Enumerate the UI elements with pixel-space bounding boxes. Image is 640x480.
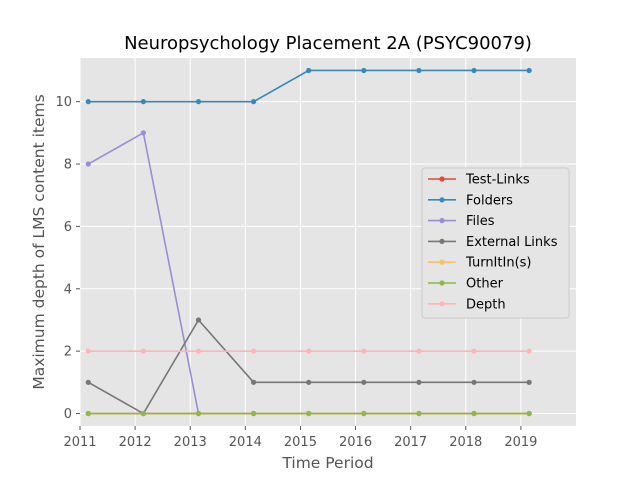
legend-swatch-marker	[439, 280, 445, 286]
data-point	[361, 67, 367, 74]
legend-label: External Links	[466, 235, 558, 250]
data-point	[526, 410, 532, 417]
y-tick-label: 6	[64, 220, 72, 235]
y-tick-label: 2	[64, 345, 72, 360]
legend-label: Folders	[466, 193, 513, 208]
legend-label: Files	[466, 214, 495, 229]
legend-swatch-marker	[439, 301, 445, 307]
legend-swatch-marker	[439, 197, 445, 203]
x-tick-label: 2013	[174, 435, 207, 450]
data-point	[526, 379, 532, 385]
x-tick-label: 2012	[119, 435, 152, 450]
data-point	[195, 410, 202, 417]
legend-item: External Links	[428, 235, 558, 250]
data-point	[526, 348, 532, 354]
x-tick-label: 2016	[339, 435, 372, 450]
data-point	[85, 379, 91, 385]
legend-label: Depth	[466, 297, 506, 312]
data-point	[140, 99, 146, 105]
x-tick-label: 2019	[504, 435, 537, 450]
series-depth	[85, 348, 532, 354]
data-point	[416, 410, 422, 417]
legend: Test-Links Folders Files External Links Turn…	[421, 167, 570, 319]
data-point	[306, 348, 312, 354]
x-tick-label: 2018	[449, 435, 482, 450]
y-tick-label: 4	[64, 282, 72, 297]
y-tick-label: 0	[64, 407, 72, 422]
y-tick-label: 8	[64, 158, 72, 173]
data-point	[195, 348, 202, 354]
legend-label: Test-Links	[465, 173, 530, 188]
legend-swatch-marker	[439, 218, 445, 224]
x-tick-label: 2014	[229, 435, 262, 450]
series-folders	[85, 67, 532, 105]
legend-item: Files	[428, 214, 495, 229]
legend-item: Test-Links	[428, 173, 530, 188]
legend-label: Other	[466, 277, 504, 292]
data-point	[85, 161, 91, 167]
data-point	[361, 348, 367, 354]
x-axis-label: Time Period	[281, 454, 373, 472]
data-point	[361, 379, 367, 385]
data-point	[195, 317, 202, 323]
data-point	[251, 348, 257, 354]
legend-swatch-marker	[439, 176, 445, 182]
data-point	[140, 130, 146, 136]
legend-box	[421, 167, 570, 319]
series-other	[85, 410, 532, 417]
legend-item: Other	[428, 277, 504, 292]
data-point	[416, 67, 422, 74]
data-point	[140, 348, 146, 354]
chart-title: Neuropsychology Placement 2A (PSYC90079)	[124, 33, 532, 54]
data-point	[526, 67, 532, 74]
legend-item: Depth	[428, 297, 506, 312]
y-tick-label: 10	[55, 95, 72, 110]
data-point	[195, 99, 202, 105]
series-layer	[85, 67, 532, 417]
data-point	[471, 410, 477, 417]
x-tick-label: 2015	[284, 435, 317, 450]
y-axis-label: Maximum depth of LMS content items	[30, 94, 48, 389]
data-point	[85, 99, 91, 105]
data-point	[306, 410, 312, 417]
data-point	[306, 67, 312, 74]
data-point	[471, 348, 477, 354]
legend-swatch-marker	[439, 238, 445, 244]
data-point	[85, 410, 91, 417]
data-point	[251, 379, 257, 385]
legend-swatch-marker	[439, 259, 445, 265]
x-tick-label: 2017	[394, 435, 427, 450]
legend-item: Folders	[428, 193, 513, 208]
data-point	[471, 67, 477, 74]
data-point	[251, 99, 257, 105]
legend-label: TurnItIn(s)	[465, 256, 531, 271]
x-tick-label: 2011	[63, 435, 96, 450]
data-point	[416, 348, 422, 354]
data-point	[140, 410, 146, 417]
data-point	[361, 410, 367, 417]
data-point	[85, 348, 91, 354]
legend-item: TurnItIn(s)	[428, 256, 531, 271]
data-point	[251, 410, 257, 417]
data-point	[471, 379, 477, 385]
axis-ticks: 2011 2012 2013 2014 2015 2016 2017 2018 2019 0 2 4 6…	[55, 95, 537, 450]
data-point	[306, 379, 312, 385]
data-point	[416, 379, 422, 385]
